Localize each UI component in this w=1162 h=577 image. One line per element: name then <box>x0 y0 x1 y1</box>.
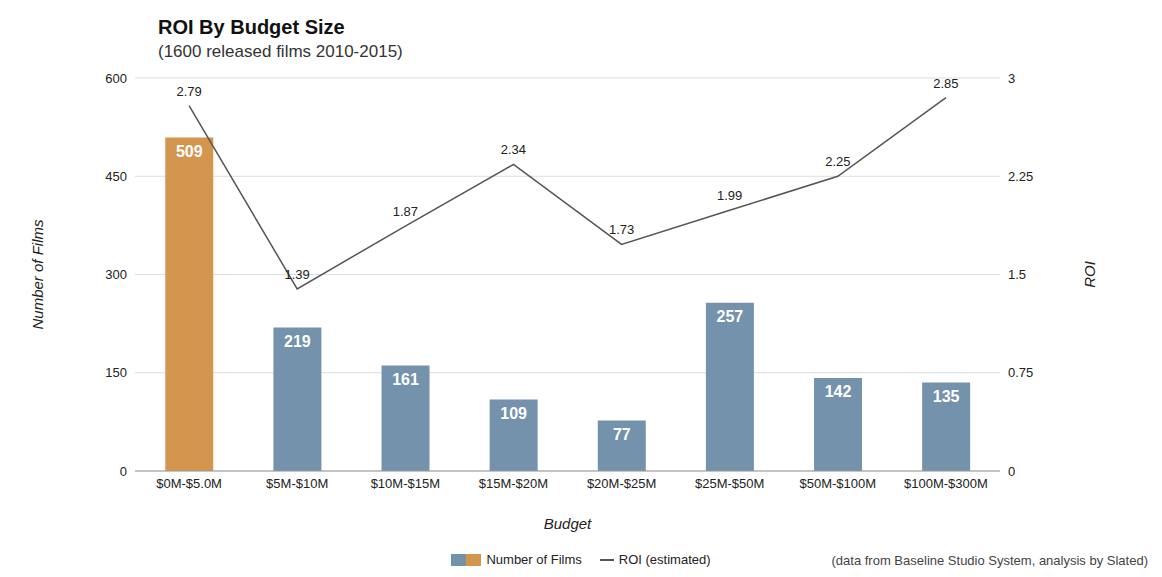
svg-text:3: 3 <box>1008 71 1015 86</box>
html-text:Number of Films: Number of Films <box>486 552 582 567</box>
svg-text:142: 142 <box>825 383 852 400</box>
svg-text:2.85: 2.85 <box>933 76 958 91</box>
svg-text:161: 161 <box>392 371 419 388</box>
svg-text:$25M-$50M: $25M-$50M <box>695 476 764 491</box>
svg-text:135: 135 <box>933 388 960 405</box>
svg-text:$10M-$15M: $10M-$15M <box>371 476 440 491</box>
svg-text:$0M-$5.0M: $0M-$5.0M <box>156 476 222 491</box>
html-text:ROI (estimated): ROI (estimated) <box>618 552 711 567</box>
svg-text:77: 77 <box>613 426 631 443</box>
svg-text:600: 600 <box>105 71 127 86</box>
svg-text:0.75: 0.75 <box>1008 365 1033 380</box>
svg-text:2.25: 2.25 <box>1008 169 1033 184</box>
svg-text:450: 450 <box>105 169 127 184</box>
svg-text:1.87: 1.87 <box>393 204 418 219</box>
svg-text:1.73: 1.73 <box>609 222 634 237</box>
svg-text:0: 0 <box>120 464 127 479</box>
svg-text:Budget: Budget <box>544 515 592 532</box>
svg-text:1.5: 1.5 <box>1008 267 1026 282</box>
svg-text:109: 109 <box>500 405 527 422</box>
svg-text:$5M-$10M: $5M-$10M <box>266 476 328 491</box>
html-text:(1600 released films 2010-2015: (1600 released films 2010-2015) <box>158 42 403 61</box>
svg-text:$20M-$25M: $20M-$25M <box>587 476 656 491</box>
svg-text:1.99: 1.99 <box>717 188 742 203</box>
svg-text:1.39: 1.39 <box>285 267 310 282</box>
html-text:ROI By Budget Size: ROI By Budget Size <box>158 16 345 38</box>
svg-text:2.25: 2.25 <box>825 154 850 169</box>
svg-text:150: 150 <box>105 365 127 380</box>
svg-text:$100M-$300M: $100M-$300M <box>904 476 988 491</box>
svg-text:2.34: 2.34 <box>501 142 526 157</box>
svg-text:$50M-$100M: $50M-$100M <box>800 476 877 491</box>
svg-text:$15M-$20M: $15M-$20M <box>479 476 548 491</box>
svg-text:Number of Films: Number of Films <box>29 219 46 330</box>
svg-text:ROI: ROI <box>1081 261 1098 288</box>
svg-text:219: 219 <box>284 333 311 350</box>
svg-text:0: 0 <box>1008 464 1015 479</box>
svg-text:257: 257 <box>717 308 744 325</box>
svg-text:2.79: 2.79 <box>176 84 201 99</box>
svg-text:509: 509 <box>176 143 203 160</box>
svg-text:300: 300 <box>105 267 127 282</box>
html-text:(data from Baseline Studio Sys: (data from Baseline Studio System, analy… <box>831 553 1148 568</box>
